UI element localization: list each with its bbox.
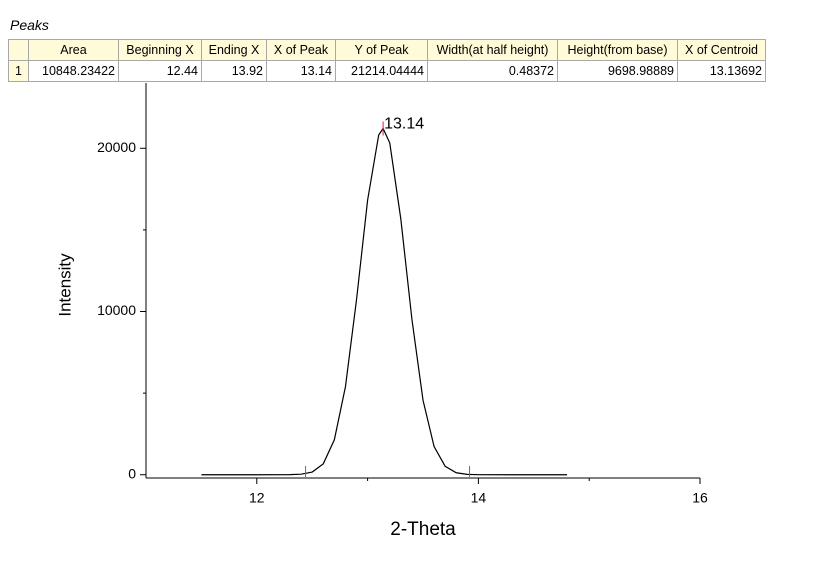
table-cell: 12.44: [118, 60, 202, 82]
column-header: Beginning X: [118, 39, 202, 61]
column-header: Ending X: [201, 39, 267, 61]
column-header: X of Peak: [266, 39, 336, 61]
table-cell: 13.13692: [677, 60, 766, 82]
peak-label: 13.14: [384, 116, 424, 133]
x-axis-label: 2-Theta: [390, 519, 456, 540]
table-row: 1 10848.23422 12.44 13.92 13.14 21214.04444 0.…: [8, 60, 766, 82]
table-cell: 21214.04444: [335, 60, 428, 82]
table-cell: 9698.98889: [557, 60, 678, 82]
x-tick-label: 14: [471, 490, 487, 506]
y-tick-label: 0: [128, 465, 136, 481]
y-tick-label: 20000: [97, 139, 136, 155]
column-header: Width(at half height): [427, 39, 558, 61]
x-tick-label: 12: [249, 490, 265, 506]
x-tick-label: 16: [692, 490, 708, 506]
corner-cell: [8, 39, 29, 61]
data-line: [201, 127, 568, 476]
row-number: 1: [8, 60, 29, 82]
table-cell: 13.14: [266, 60, 336, 82]
column-header: Y of Peak: [335, 39, 428, 61]
y-tick-label: 10000: [97, 302, 136, 318]
y-axis-label: Intensity: [55, 253, 74, 317]
table-title: Peaks: [10, 17, 49, 33]
table-body: 1 10848.23422 12.44 13.92 13.14 21214.04444 0.…: [8, 60, 766, 82]
column-header: Area: [28, 39, 119, 61]
table-cell: 10848.23422: [28, 60, 119, 82]
table-cell: 0.48372: [427, 60, 558, 82]
column-header: X of Centroid: [677, 39, 766, 61]
